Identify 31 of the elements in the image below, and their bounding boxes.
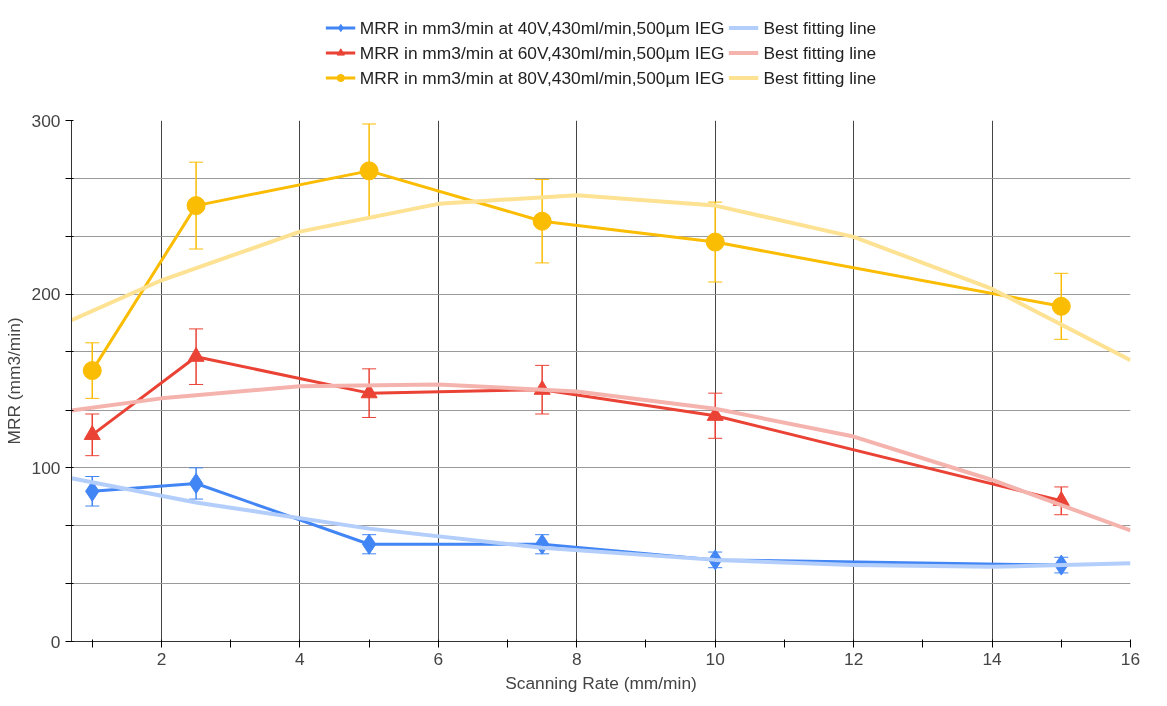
x-tick-label: 14 — [982, 648, 1003, 669]
point — [1051, 296, 1071, 316]
line-series — [71, 193, 1131, 363]
legend-label: Best fitting line — [763, 42, 877, 63]
point — [532, 211, 552, 231]
y-tick-label: 100 — [31, 457, 61, 478]
legend-label: Best fitting line — [763, 67, 877, 88]
point — [705, 232, 725, 252]
x-tick-label: 4 — [295, 648, 306, 669]
y-axis-title: MRR (mm3/min) — [3, 317, 24, 445]
x-tick-label: 12 — [844, 648, 864, 669]
point — [359, 161, 379, 181]
line-series — [71, 476, 1131, 569]
legend-label: MRR in mm3/min at 40V,430ml/min,500µm IEG — [359, 17, 725, 38]
y-tick-label: 0 — [50, 631, 61, 652]
x-tick-label: 6 — [433, 648, 444, 669]
point — [82, 361, 102, 381]
x-axis-title: Scanning Rate (mm/min) — [505, 672, 697, 693]
legend-label: MRR in mm3/min at 80V,430ml/min,500µm IEG — [359, 67, 725, 88]
x-tick-label: 2 — [156, 648, 167, 669]
point — [83, 425, 101, 440]
point — [186, 196, 206, 216]
point — [188, 472, 204, 494]
x-tick-label: 10 — [705, 648, 725, 669]
legend-label: MRR in mm3/min at 60V,430ml/min,500µm IEG — [359, 42, 725, 63]
line-series — [71, 382, 1131, 533]
y-tick-label: 300 — [31, 110, 61, 131]
legend-label: Best fitting line — [763, 17, 877, 38]
x-tick-label: 8 — [571, 648, 582, 669]
y-tick-label: 200 — [31, 284, 61, 305]
x-tick-label: 16 — [1120, 648, 1141, 669]
